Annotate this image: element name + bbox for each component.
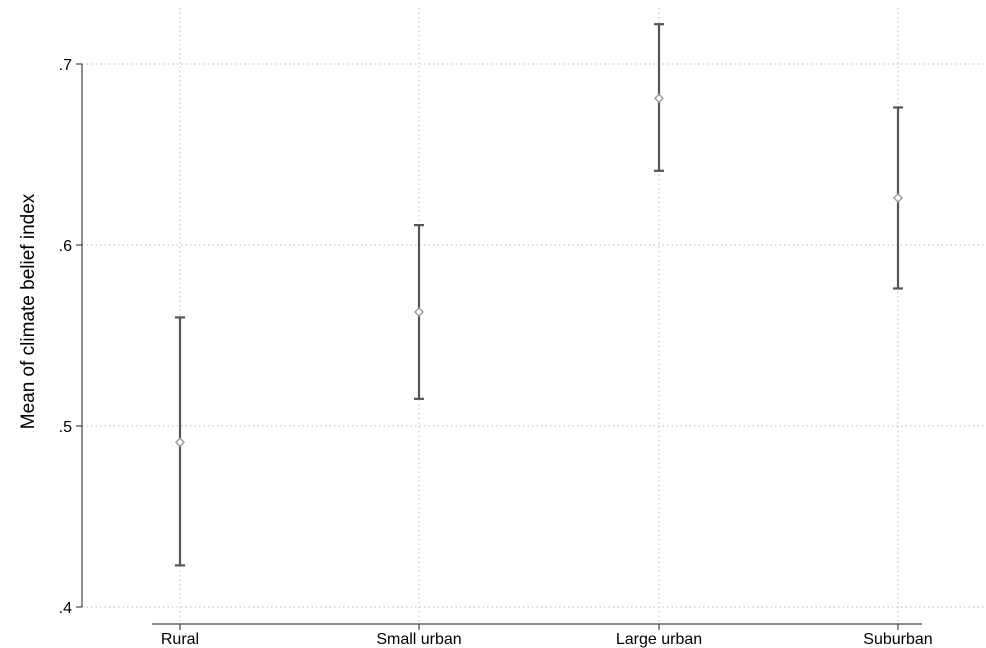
x-tick-label: Suburban [863, 631, 932, 648]
mean-markers [175, 93, 903, 448]
x-ticks: Rural Small urban Large urban Suburban [161, 624, 933, 648]
x-tick-label: Rural [161, 631, 199, 648]
mean-marker [893, 192, 903, 203]
mean-marker [175, 437, 185, 448]
y-tick-label: .4 [59, 600, 72, 617]
y-ticks: .4 .5 .6 .7 [59, 57, 82, 617]
y-tick-label: .7 [59, 57, 72, 74]
y-axis-title: Mean of climate belief index [18, 193, 39, 429]
axes [81, 64, 922, 625]
x-gridlines [179, 8, 899, 624]
x-tick-label: Large urban [616, 631, 702, 648]
y-gridlines [82, 63, 986, 608]
error-bars [175, 23, 903, 567]
mean-marker [654, 93, 664, 104]
mean-marker [414, 306, 424, 317]
y-tick-label: .6 [59, 238, 72, 255]
x-tick-label: Small urban [376, 631, 461, 648]
y-tick-label: .5 [59, 419, 72, 436]
